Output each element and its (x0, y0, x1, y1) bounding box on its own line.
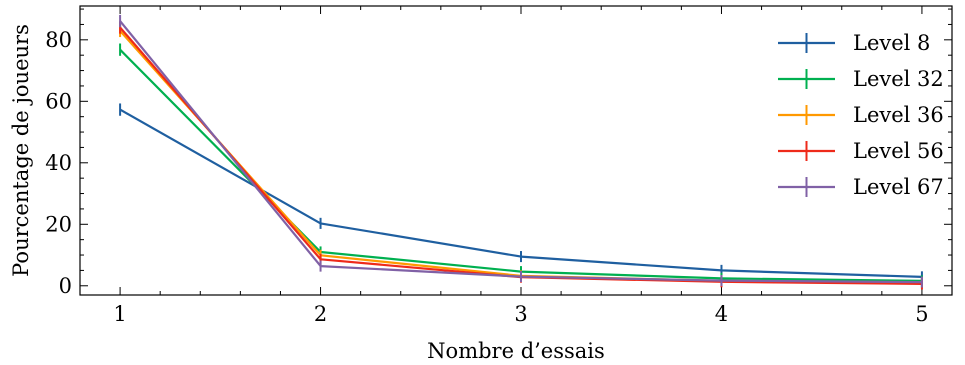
series-level-36 (119, 24, 923, 289)
data-point (720, 280, 722, 282)
data-point (520, 256, 522, 258)
series-level-56 (119, 21, 923, 290)
data-point (320, 222, 322, 224)
legend-entry: Level 32 (778, 67, 944, 91)
series-line (119, 26, 922, 285)
y-axis-label: Pourcentage de joueurs (9, 24, 33, 277)
legend-label: Level 36 (853, 103, 944, 127)
data-point (320, 265, 322, 267)
data-point (119, 20, 121, 22)
legend-label: Level 32 (853, 67, 944, 91)
x-tick-label: 5 (915, 302, 928, 326)
data-point (320, 258, 322, 260)
data-point (520, 276, 522, 278)
legend-label: Level 56 (853, 139, 944, 163)
legend: Level 8 Level 32 Level 36 Level 56 Level 67 (778, 31, 944, 199)
legend-label: Level 67 (853, 175, 944, 199)
y-tick-label: 80 (45, 28, 72, 52)
x-tick-label: 1 (113, 302, 126, 326)
legend-label: Level 8 (853, 31, 930, 55)
legend-entry: Level 36 (778, 103, 944, 127)
y-axis: 0 20 40 60 80 (45, 8, 952, 298)
legend-entry: Level 8 (778, 31, 930, 55)
x-axis-label: Nombre d’essais (427, 339, 605, 363)
legend-entry: Level 56 (778, 139, 944, 163)
series-line (119, 30, 922, 284)
x-tick-label: 2 (314, 302, 327, 326)
series-level-67 (119, 14, 923, 288)
x-tick-label: 4 (715, 302, 728, 326)
legend-entry: Level 67 (778, 175, 944, 199)
y-tick-label: 20 (45, 212, 72, 236)
data-point (720, 269, 722, 271)
y-tick-label: 60 (45, 89, 72, 113)
data-point (119, 27, 121, 29)
x-axis: 1 2 3 4 5 (79, 6, 929, 326)
data-point (119, 49, 121, 51)
y-tick-label: 40 (45, 151, 72, 175)
data-point (119, 109, 121, 111)
y-tick-label: 0 (59, 274, 72, 298)
plot-frame (79, 5, 953, 296)
series-level-8 (119, 103, 923, 283)
data-point (921, 281, 923, 283)
x-tick-label: 3 (514, 302, 527, 326)
series-layer (119, 14, 923, 290)
